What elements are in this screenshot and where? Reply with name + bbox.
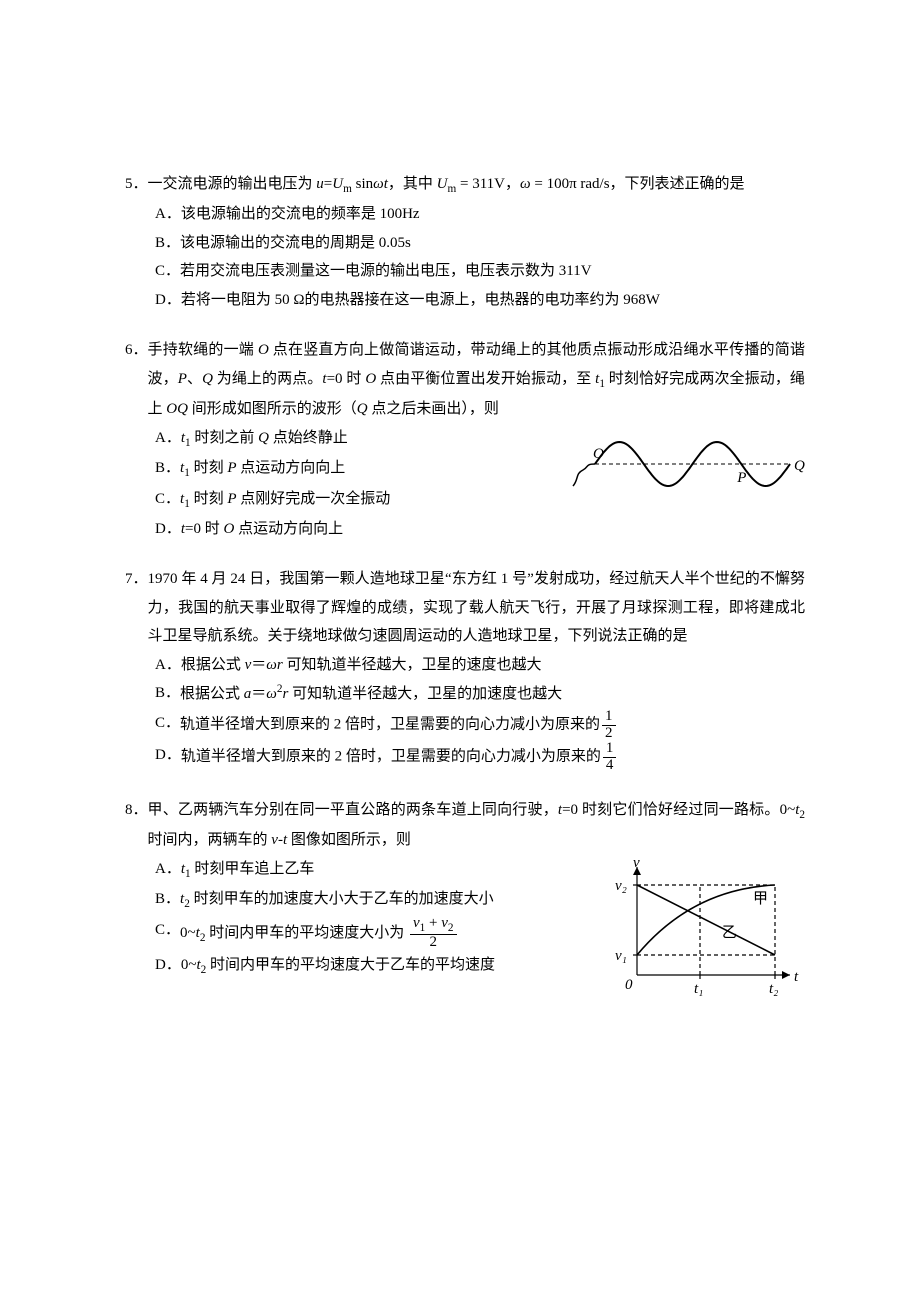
stem-text: 一交流电源的输出电压为 u=Um sinωt，其中 Um = 311V，ω = …: [148, 170, 805, 200]
question-6: 6． 手持软绳的一端 O 点在竖直方向上做简谐运动，带动绳上的其他质点振动形成沿…: [125, 336, 805, 543]
option-C: C．t1 时刻 P 点刚好完成一次全振动: [155, 485, 553, 515]
svg-text:v₁: v₁: [615, 948, 627, 964]
option-C: C．若用交流电压表测量这一电源的输出电压，电压表示数为 311V: [155, 257, 805, 286]
svg-text:v₂: v₂: [615, 878, 627, 894]
options: A．t1 时刻甲车追上乙车 B．t2 时刻甲车的加速度大小大于乙车的加速度大小 …: [125, 855, 593, 982]
option-A: A．根据公式 v＝ωr 可知轨道半径越大，卫星的速度也越大: [155, 651, 805, 680]
svg-text:O: O: [593, 446, 604, 462]
options: A．t1 时刻之前 Q 点始终静止 B．t1 时刻 P 点运动方向向上 C．t1…: [125, 424, 553, 544]
svg-text:P: P: [736, 470, 746, 486]
options: A．该电源输出的交流电的频率是 100Hz B．该电源输出的交流电的周期是 0.…: [125, 200, 805, 314]
question-stem: 6． 手持软绳的一端 O 点在竖直方向上做简谐运动，带动绳上的其他质点振动形成沿…: [125, 336, 805, 423]
option-A: A．该电源输出的交流电的频率是 100Hz: [155, 200, 805, 229]
stem-text: 1970 年 4 月 24 日，我国第一颗人造地球卫星“东方红 1 号”发射成功…: [148, 565, 805, 651]
option-B: B．t2 时刻甲车的加速度大小大于乙车的加速度大小: [155, 885, 593, 915]
question-7: 7． 1970 年 4 月 24 日，我国第一颗人造地球卫星“东方红 1 号”发…: [125, 565, 805, 774]
option-D: D．t=0 时 O 点运动方向向上: [155, 515, 553, 544]
option-A: A．t1 时刻甲车追上乙车: [155, 855, 593, 885]
svg-text:Q: Q: [794, 458, 805, 474]
question-5: 5． 一交流电源的输出电压为 u=Um sinωt，其中 Um = 311V，ω…: [125, 170, 805, 314]
question-number: 8．: [125, 796, 148, 855]
vt-graph-figure: 0 v t v₁ v₂ t₁ t₂ 甲乙: [605, 855, 805, 1005]
svg-text:乙: 乙: [722, 925, 737, 941]
stem-text: 甲、乙两辆汽车分别在同一平直公路的两条车道上同向行驶，t=0 时刻它们恰好经过同…: [148, 796, 805, 855]
svg-text:0: 0: [625, 977, 633, 993]
option-B: B．t1 时刻 P 点运动方向向上: [155, 454, 553, 484]
option-D: D．0~t2 时间内甲车的平均速度大于乙车的平均速度: [155, 951, 593, 981]
option-D: D．轨道半径增大到原来的 2 倍时，卫星需要的向心力减小为原来的14: [155, 741, 805, 774]
options: A．根据公式 v＝ωr 可知轨道半径越大，卫星的速度也越大 B．根据公式 a＝ω…: [125, 651, 805, 774]
svg-text:t₁: t₁: [694, 981, 703, 997]
option-C: C．0~t2 时间内甲车的平均速度大小为 v1 + v22: [155, 916, 593, 952]
option-D: D．若将一电阻为 50 Ω的电热器接在这一电源上，电热器的电功率约为 968W: [155, 286, 805, 315]
svg-text:甲: 甲: [753, 891, 768, 907]
stem-text: 手持软绳的一端 O 点在竖直方向上做简谐运动，带动绳上的其他质点振动形成沿绳水平…: [148, 336, 805, 423]
question-number: 5．: [125, 170, 148, 200]
option-A: A．t1 时刻之前 Q 点始终静止: [155, 424, 553, 454]
svg-text:t₂: t₂: [769, 981, 778, 997]
svg-text:t: t: [794, 969, 799, 985]
option-C: C．轨道半径增大到原来的 2 倍时，卫星需要的向心力减小为原来的12: [155, 709, 805, 742]
question-stem: 7． 1970 年 4 月 24 日，我国第一颗人造地球卫星“东方红 1 号”发…: [125, 565, 805, 651]
question-number: 6．: [125, 336, 148, 423]
question-number: 7．: [125, 565, 148, 651]
svg-text:v: v: [633, 855, 640, 871]
question-stem: 5． 一交流电源的输出电压为 u=Um sinωt，其中 Um = 311V，ω…: [125, 170, 805, 200]
wave-figure: O P Q: [565, 424, 805, 504]
option-B: B．根据公式 a＝ω2r 可知轨道半径越大，卫星的加速度也越大: [155, 679, 805, 709]
question-8: 8． 甲、乙两辆汽车分别在同一平直公路的两条车道上同向行驶，t=0 时刻它们恰好…: [125, 796, 805, 1005]
question-stem: 8． 甲、乙两辆汽车分别在同一平直公路的两条车道上同向行驶，t=0 时刻它们恰好…: [125, 796, 805, 855]
option-B: B．该电源输出的交流电的周期是 0.05s: [155, 229, 805, 258]
